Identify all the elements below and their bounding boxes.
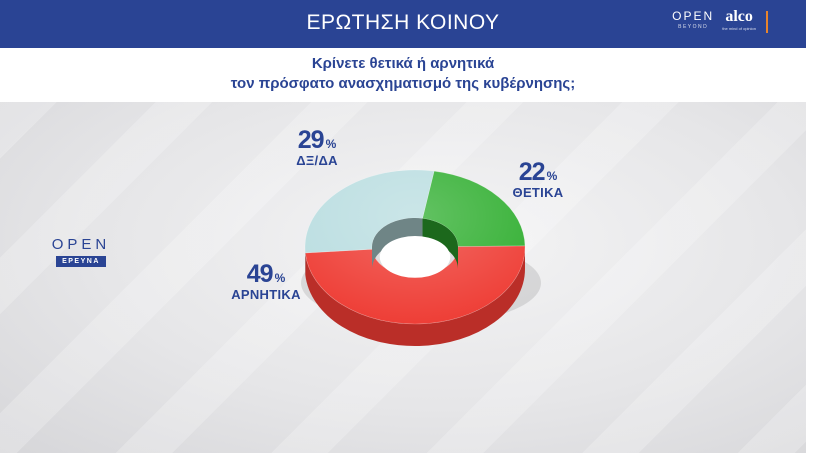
donut-hole-opening (379, 236, 451, 278)
positive-label: ΘΕΤΙΚΑ (512, 185, 564, 200)
infographic-frame: ΕΡΩΤΗΣΗ ΚΟΙΝΟΥ OPEN BEYOND alco the mind… (0, 0, 806, 453)
negative-percent-sign: % (274, 271, 286, 285)
open-ereuna-logo-word: OPEN (51, 236, 111, 253)
alco-logo-word: alco (725, 8, 753, 25)
question-line-1: Κρίνετε θετικά ή αρνητικά (311, 55, 495, 72)
chart-stage: OPEN ΕΡΕΥΝΑ 49% ΑΡΝΗΤΙΚΑ 29% ΔΞ/ΔΑ 22% (0, 102, 806, 453)
alco-logo-subtitle: the mind of opinion (722, 26, 756, 31)
negative-data-label: 49% ΑΡΝΗΤΙΚΑ (206, 260, 326, 302)
open-logo-subtitle: BEYOND (678, 24, 709, 30)
open-logo-word: OPEN (672, 9, 715, 23)
dont-know-label: ΔΞ/ΔΑ (296, 153, 338, 168)
alco-logo: alco the mind of opinion (722, 8, 756, 32)
question-line-2: τον πρόσφατο ανασχηματισμό της κυβέρνηση… (230, 75, 576, 92)
donut-inner-wall-3 (372, 218, 423, 269)
header-title: ΕΡΩΤΗΣΗ ΚΟΙΝΟΥ (306, 11, 500, 34)
header-brand-logos: OPEN BEYOND alco the mind of opinion (672, 9, 768, 39)
positive-percent-sign: % (546, 169, 558, 183)
negative-label: ΑΡΝΗΤΙΚΑ (231, 287, 301, 302)
dont-know-percent-sign: % (325, 137, 337, 151)
brand-accent-bar (766, 11, 768, 33)
donut-wall-2 (305, 247, 525, 346)
positive-value: 22 (518, 158, 546, 186)
open-ereuna-logo: OPEN ΕΡΕΥΝΑ (48, 237, 114, 267)
dont-know-data-label: 29% ΔΞ/ΔΑ (262, 126, 372, 168)
header-bar: ΕΡΩΤΗΣΗ ΚΟΙΝΟΥ OPEN BEYOND alco the mind… (0, 0, 806, 48)
donut-chart (301, 169, 541, 346)
dont-know-value: 29 (297, 126, 325, 154)
positive-data-label: 22% ΘΕΤΙΚΑ (488, 158, 588, 200)
negative-value: 49 (246, 260, 274, 288)
open-ereuna-logo-tag: ΕΡΕΥΝΑ (56, 256, 106, 267)
survey-question: Κρίνετε θετικά ή αρνητικά τον πρόσφατο α… (0, 54, 806, 100)
open-beyond-logo: OPEN BEYOND (672, 9, 714, 30)
